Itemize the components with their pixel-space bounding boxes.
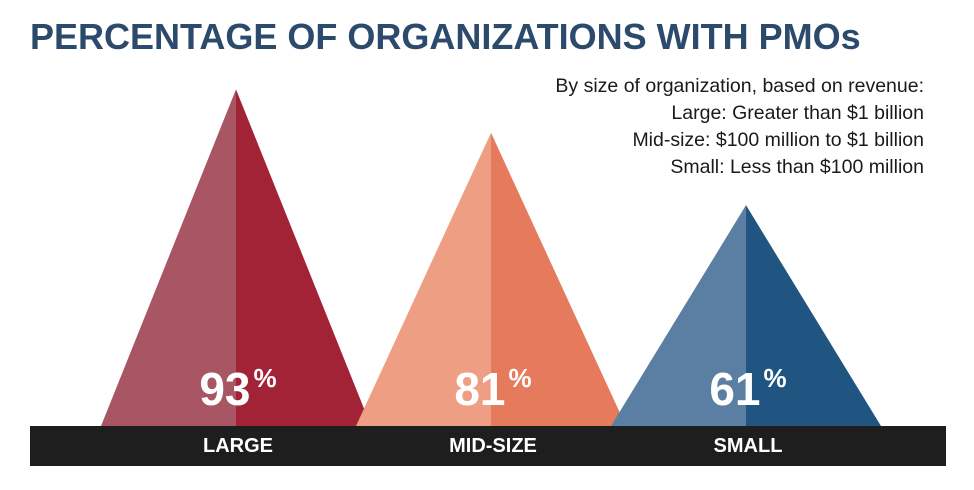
note-mid-size: Mid-size: $100 million to $1 billion [632, 129, 924, 151]
triangle-mid-size-left-face [356, 132, 491, 426]
chart-title: PERCENTAGE OF ORGANIZATIONS WITH PMOs [30, 16, 861, 57]
triangle-large-right-face [236, 89, 371, 426]
triangle-large [101, 89, 371, 426]
triangle-mid-size-right-face [491, 132, 626, 426]
category-label-mid-size: MID-SIZE [449, 435, 537, 457]
value-label-small: 61% [709, 363, 786, 415]
chart-notes: By size of organization, based on revenu… [555, 73, 924, 181]
category-label-large: LARGE [203, 435, 273, 457]
value-label-large: 93% [199, 363, 276, 415]
value-label-mid-size: 81% [454, 363, 531, 415]
category-label-small: SMALL [714, 435, 783, 457]
note-large: Large: Greater than $1 billion [671, 102, 924, 124]
triangle-mid-size [356, 132, 626, 426]
triangle-small [611, 205, 881, 426]
note-heading: By size of organization, based on revenu… [555, 75, 924, 97]
triangle-small-left-face [611, 205, 746, 426]
triangle-large-left-face [101, 89, 236, 426]
baseline-bar [30, 426, 946, 466]
note-small: Small: Less than $100 million [670, 156, 924, 178]
triangle-small-right-face [746, 205, 881, 426]
